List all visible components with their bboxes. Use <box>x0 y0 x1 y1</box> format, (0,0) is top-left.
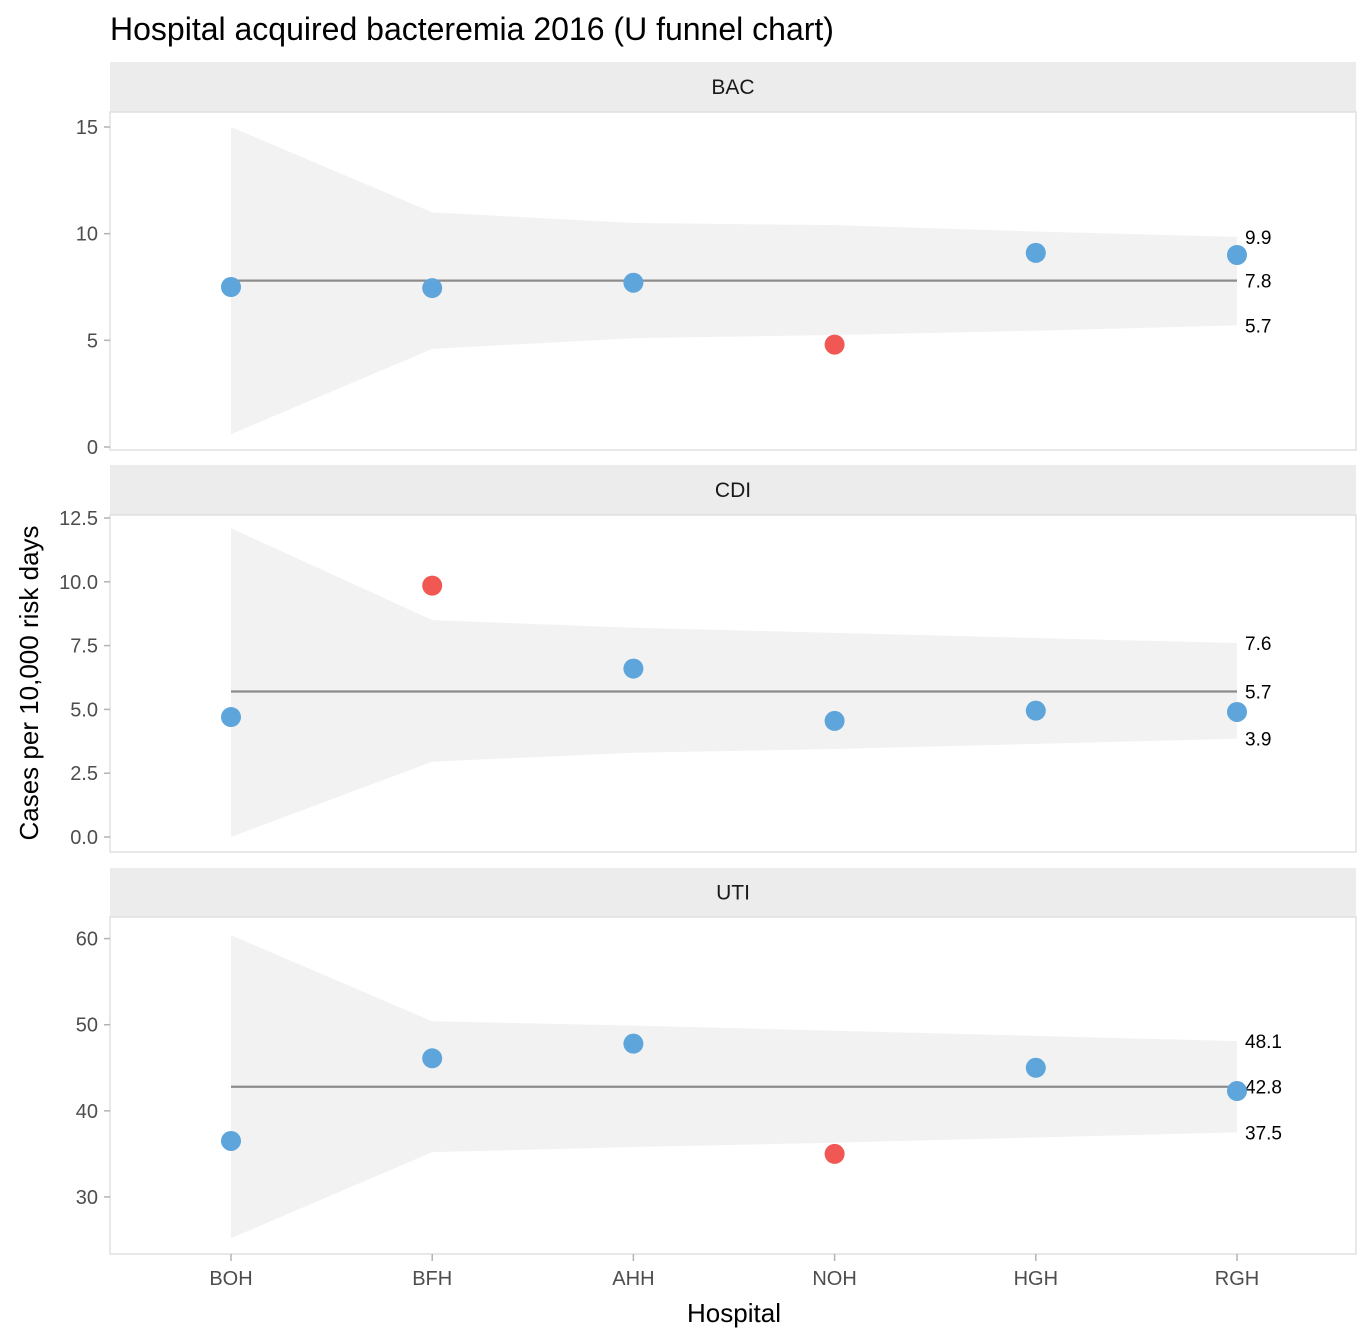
y-tick-label-bac-3: 15 <box>76 117 98 139</box>
strip-label-cdi: CDI <box>715 479 751 502</box>
y-tick-label-cdi-2: 5.0 <box>70 699 98 721</box>
centre-label-uti: 42.8 <box>1245 1078 1282 1099</box>
panel-border-uti <box>109 916 1357 1255</box>
strip-uti <box>110 868 1356 917</box>
x-axis-title: Hospital <box>687 1298 781 1328</box>
y-tick-label-uti-2: 50 <box>76 1015 98 1037</box>
centre-label-cdi: 5.7 <box>1245 683 1271 704</box>
y-tick-label-bac-0: 0 <box>87 437 98 459</box>
funnel-band-cdi <box>231 528 1237 837</box>
point-cdi-bfh <box>422 575 443 596</box>
y-tick-label-cdi-5: 12.5 <box>59 508 98 530</box>
point-bac-ahh <box>623 272 644 293</box>
point-uti-rgh <box>1227 1081 1247 1102</box>
y-tick-label-uti-0: 30 <box>76 1187 98 1209</box>
lower-limit-label-cdi: 3.9 <box>1245 730 1271 751</box>
x-tick-label-boh: BOH <box>209 1268 252 1290</box>
point-uti-bfh <box>422 1048 443 1069</box>
point-bac-bfh <box>422 278 443 299</box>
point-cdi-rgh <box>1227 701 1247 722</box>
lower-limit-label-bac: 5.7 <box>1245 316 1271 337</box>
point-uti-hgh <box>1025 1057 1046 1078</box>
point-uti-ahh <box>623 1033 644 1054</box>
point-uti-boh <box>221 1130 241 1151</box>
x-tick-label-noh: NOH <box>812 1268 856 1290</box>
strip-label-bac: BAC <box>711 76 754 99</box>
y-axis-title: Cases per 10,000 risk days <box>14 525 44 840</box>
point-cdi-ahh <box>623 658 644 679</box>
y-tick-label-bac-2: 10 <box>76 224 98 246</box>
y-tick-label-cdi-0: 0.0 <box>70 827 98 849</box>
point-bac-hgh <box>1025 242 1046 263</box>
x-tick-label-ahh: AHH <box>612 1268 654 1290</box>
y-tick-label-cdi-3: 7.5 <box>70 636 98 658</box>
panel-border-bac <box>109 111 1357 451</box>
strip-bac <box>110 62 1356 112</box>
x-tick-label-rgh: RGH <box>1215 1268 1259 1290</box>
panel-bac: BAC 0 5 10 15 9.9 7.8 5.7 <box>76 62 1357 459</box>
x-tick-label-hgh: HGH <box>1014 1268 1058 1290</box>
point-cdi-boh <box>221 707 241 728</box>
upper-limit-label-uti: 48.1 <box>1245 1032 1282 1053</box>
point-cdi-noh <box>824 710 845 731</box>
chart-title: Hospital acquired bacteremia 2016 (U fun… <box>110 11 834 47</box>
centre-label-bac: 7.8 <box>1245 272 1271 293</box>
point-bac-boh <box>221 277 241 297</box>
upper-limit-label-cdi: 7.6 <box>1245 634 1271 655</box>
point-uti-noh <box>824 1143 845 1164</box>
y-tick-label-uti-3: 60 <box>76 929 98 951</box>
x-tick-label-bfh: BFH <box>412 1268 452 1290</box>
panel-border-cdi <box>109 514 1357 853</box>
x-axis: BOH BFH AHH NOH HGH RGH <box>209 1254 1259 1290</box>
point-bac-rgh <box>1227 245 1247 265</box>
lower-limit-label-uti: 37.5 <box>1245 1123 1282 1144</box>
y-tick-label-cdi-1: 2.5 <box>70 763 98 785</box>
strip-cdi <box>110 465 1356 515</box>
strip-label-uti: UTI <box>716 882 750 905</box>
chart-panels: BAC 0 5 10 15 9.9 7.8 5.7 CDI 0.0 2.5 5.0 7.5 10.0 12.… <box>59 62 1357 1255</box>
panel-uti: UTI 30 40 50 60 48.1 42.8 37.5 <box>76 868 1357 1255</box>
panel-cdi: CDI 0.0 2.5 5.0 7.5 10.0 12.5 7.6 5.7 3.9 <box>59 465 1357 853</box>
y-tick-label-uti-1: 40 <box>76 1101 98 1123</box>
y-tick-label-cdi-4: 10.0 <box>59 572 98 594</box>
upper-limit-label-bac: 9.9 <box>1245 228 1271 249</box>
point-bac-noh <box>824 334 845 355</box>
y-tick-label-bac-1: 5 <box>87 330 98 352</box>
point-cdi-hgh <box>1025 700 1046 721</box>
